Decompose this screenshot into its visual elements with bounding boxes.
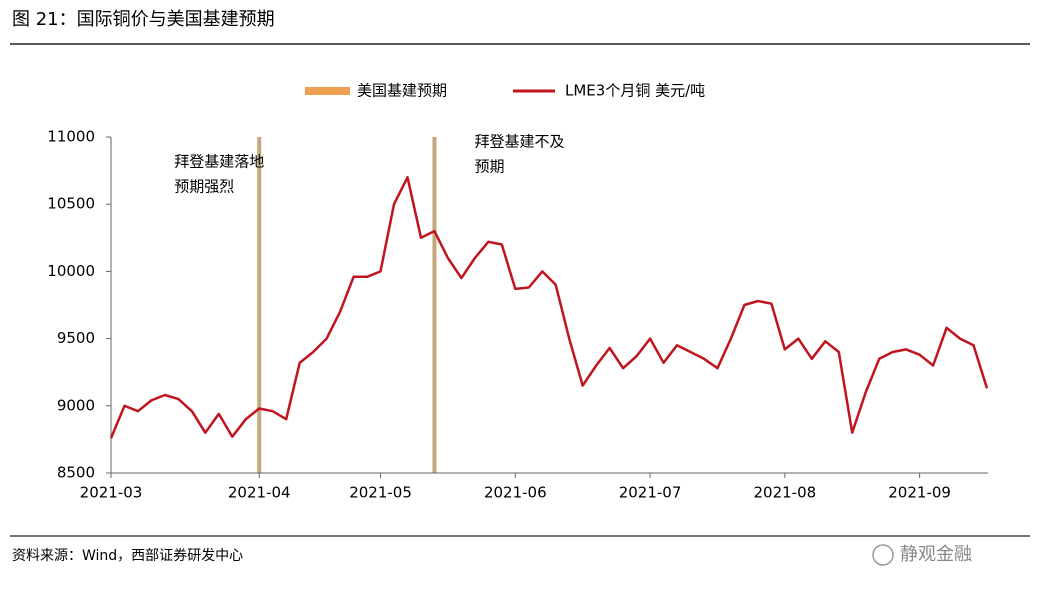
x-tick-label: 2021-05 [349, 484, 412, 502]
legend-label: LME3个月铜 美元/吨 [565, 82, 705, 100]
x-tick-label: 2021-08 [754, 484, 817, 502]
price-line [109, 176, 989, 439]
y-tick-label: 9000 [57, 396, 95, 414]
y-tick-label: 8500 [57, 464, 95, 482]
source: 资料来源：Wind，西部证券研发中心 [12, 548, 243, 564]
watermark-icon [872, 544, 894, 566]
annotation: 拜登基建落地 [174, 153, 264, 171]
x-tick-label: 2021-06 [484, 484, 547, 502]
x-tick-label: 2021-09 [888, 484, 951, 502]
x-tick-label: 2021-03 [80, 484, 143, 502]
x-tick-label: 2021-04 [228, 484, 291, 502]
y-tick-label: 10500 [47, 195, 95, 213]
legend-swatch [305, 87, 350, 95]
event-bar [432, 137, 437, 473]
annotation: 拜登基建不及 [474, 133, 564, 151]
event-bar [257, 137, 262, 473]
y-tick-label: 9500 [57, 329, 95, 347]
annotation: 预期强烈 [174, 178, 234, 196]
annotation: 预期 [474, 158, 504, 176]
y-tick-label: 10000 [47, 262, 95, 280]
x-tick-label: 2021-07 [619, 484, 682, 502]
watermark: 静观金融 [900, 544, 972, 565]
legend-label: 美国基建预期 [357, 82, 447, 100]
title: 图 21：国际铜价与美国基建预期 [12, 9, 275, 30]
y-tick-label: 11000 [47, 128, 95, 146]
